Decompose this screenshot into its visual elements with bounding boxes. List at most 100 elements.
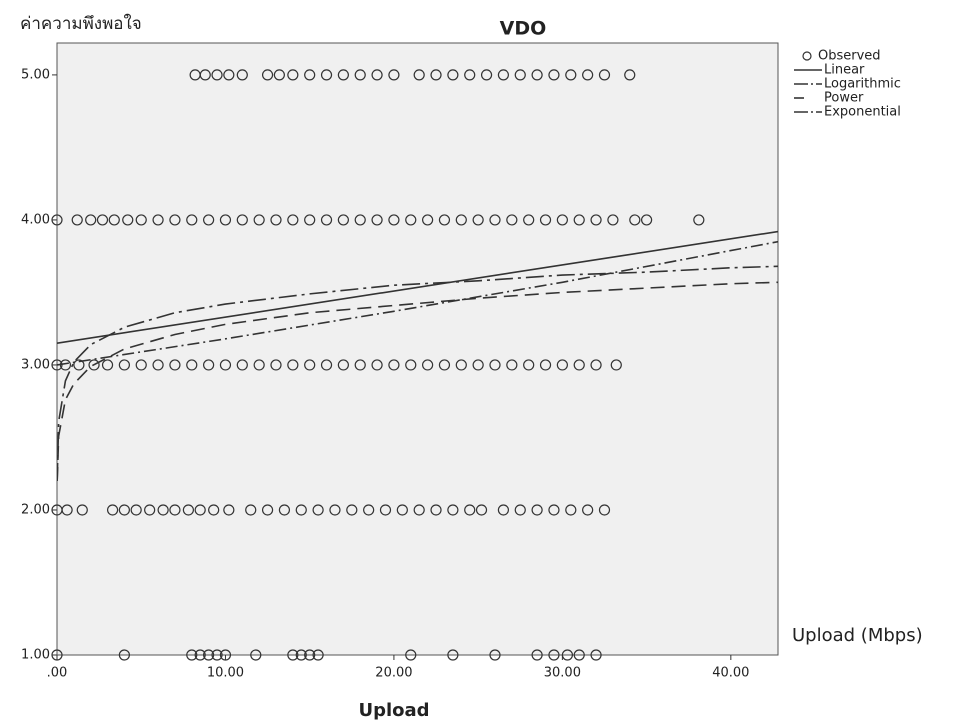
data-point — [169, 359, 181, 371]
data-point — [371, 69, 383, 81]
data-point — [278, 504, 291, 516]
data-point — [582, 69, 594, 81]
data-point — [610, 359, 622, 371]
data-point — [211, 69, 223, 81]
data-point — [354, 214, 366, 226]
data-point — [531, 504, 543, 516]
data-point — [447, 504, 459, 516]
data-point — [590, 649, 602, 661]
data-point — [273, 69, 285, 81]
data-point — [573, 214, 585, 226]
data-point — [598, 69, 611, 81]
data-point — [489, 214, 501, 226]
data-point — [219, 359, 232, 371]
data-point — [135, 359, 147, 371]
data-point — [182, 504, 194, 516]
data-point — [475, 504, 488, 516]
data-point — [169, 504, 181, 516]
data-point — [337, 359, 349, 371]
data-point — [211, 649, 223, 661]
data-point — [203, 649, 215, 661]
data-point — [118, 504, 130, 516]
data-point — [236, 359, 248, 371]
data-point — [122, 214, 134, 226]
data-point — [539, 214, 552, 226]
data-point — [573, 359, 585, 371]
data-point — [96, 214, 109, 226]
data-point — [118, 649, 130, 661]
data-point — [548, 649, 560, 661]
fit-line — [57, 281, 778, 481]
data-point — [405, 649, 417, 661]
data-point — [548, 504, 560, 516]
data-point — [556, 214, 568, 226]
data-point — [85, 214, 97, 226]
data-point — [388, 214, 400, 226]
data-point — [223, 504, 235, 516]
data-point — [71, 214, 83, 226]
data-point — [320, 359, 333, 371]
data-point — [253, 359, 265, 371]
data-point — [270, 214, 282, 226]
data-point — [287, 69, 299, 81]
data-point — [379, 504, 392, 516]
data-point — [186, 359, 198, 371]
y-axis-title: ค่าความพึงพอใจ — [20, 13, 142, 34]
data-point — [641, 214, 653, 226]
y-tick-label: 5.00 — [21, 67, 50, 82]
data-point — [388, 69, 400, 81]
data-point — [590, 359, 602, 371]
data-point — [573, 649, 585, 661]
legend-label: Observed — [818, 49, 881, 64]
annotation: Upload (Mbps) — [792, 625, 923, 646]
data-point — [130, 504, 142, 516]
data-point — [531, 649, 543, 661]
data-point — [506, 214, 518, 226]
data-point — [51, 214, 63, 226]
data-point — [480, 69, 493, 81]
data-point — [337, 69, 349, 81]
data-point — [582, 504, 594, 516]
data-point — [472, 214, 484, 226]
data-point — [565, 69, 577, 81]
data-point — [607, 214, 619, 226]
data-point — [354, 359, 366, 371]
data-point — [320, 69, 333, 81]
data-point — [561, 649, 574, 661]
data-point — [144, 504, 156, 516]
y-tick-label: 3.00 — [21, 357, 50, 372]
legend-label: Logarithmic — [824, 77, 901, 92]
data-point — [354, 69, 366, 81]
data-point — [236, 69, 248, 81]
data-point — [598, 504, 611, 516]
data-point — [108, 214, 120, 226]
y-tick-label: 4.00 — [21, 212, 50, 227]
data-point — [73, 359, 85, 371]
data-point — [203, 214, 215, 226]
y-tick-label: 1.00 — [21, 648, 50, 663]
data-point — [363, 504, 375, 516]
data-point — [346, 504, 358, 516]
data-point — [455, 359, 467, 371]
data-point — [388, 359, 400, 371]
data-point — [135, 214, 147, 226]
data-point — [304, 649, 316, 661]
data-point — [447, 69, 459, 81]
data-point — [565, 504, 577, 516]
data-point — [223, 69, 235, 81]
data-point — [539, 359, 552, 371]
fit-line — [57, 240, 778, 366]
data-point — [203, 359, 215, 371]
x-tick-label: 20.00 — [375, 666, 412, 681]
data-point — [514, 69, 526, 81]
x-tick-label: .00 — [47, 666, 68, 681]
x-axis-title: Upload — [358, 700, 429, 721]
data-point — [194, 504, 206, 516]
data-point — [287, 359, 299, 371]
data-point — [106, 504, 119, 516]
data-point — [287, 214, 299, 226]
data-point — [629, 214, 641, 226]
data-point — [219, 649, 232, 661]
data-point — [624, 69, 636, 81]
fit-line — [57, 230, 778, 344]
